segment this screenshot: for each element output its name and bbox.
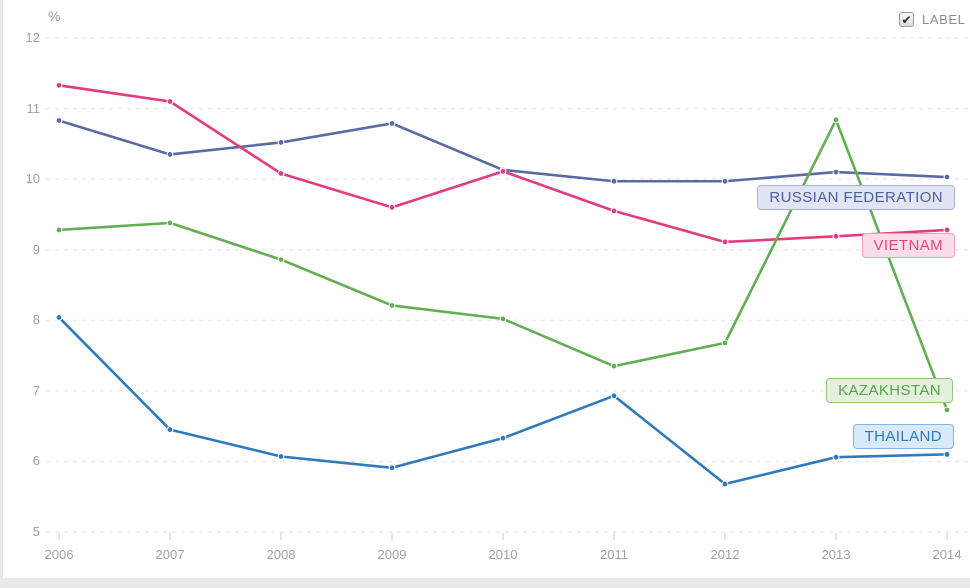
y-tick-label: 7 [32, 382, 40, 398]
y-tick-label: 12 [25, 30, 40, 45]
data-point[interactable] [277, 453, 285, 460]
data-point[interactable] [610, 207, 618, 215]
data-point[interactable] [166, 151, 174, 158]
data-point[interactable] [943, 226, 951, 234]
data-point[interactable] [55, 81, 63, 89]
data-point[interactable] [610, 177, 618, 185]
page-edge-bottom [0, 578, 970, 588]
data-point[interactable] [721, 238, 729, 246]
data-point[interactable] [388, 119, 396, 127]
y-axis-unit-label: % [48, 8, 61, 24]
label-toggle[interactable]: ✔ LABEL [899, 12, 965, 27]
series-label-kazakhstan: KAZAKHSTAN [826, 378, 953, 403]
y-tick-label: 8 [32, 312, 40, 328]
series-line [57, 316, 949, 486]
data-point[interactable] [55, 226, 63, 234]
data-point[interactable] [166, 219, 174, 227]
data-point[interactable] [721, 339, 729, 347]
data-point[interactable] [499, 167, 507, 175]
data-point[interactable] [55, 314, 63, 321]
x-tick-label: 2013 [821, 547, 851, 562]
label-checkbox[interactable]: ✔ [899, 12, 914, 27]
y-tick-label: 5 [32, 524, 40, 539]
x-tick-label: 2008 [266, 547, 296, 562]
data-point[interactable] [388, 464, 396, 472]
x-tick-label: 2007 [155, 547, 185, 562]
data-point[interactable] [832, 168, 840, 176]
data-point[interactable] [277, 256, 285, 263]
series-label-thailand: THAILAND [852, 424, 954, 449]
data-point[interactable] [55, 117, 63, 124]
x-tick-label: 2010 [488, 547, 518, 562]
label-toggle-text: LABEL [922, 12, 966, 27]
data-point[interactable] [388, 203, 396, 211]
data-point[interactable] [943, 406, 951, 414]
data-point[interactable] [721, 177, 729, 185]
page-edge-left [0, 0, 3, 588]
data-point[interactable] [499, 434, 507, 442]
x-tick-label: 2009 [377, 547, 407, 562]
data-point[interactable] [943, 450, 951, 458]
data-point[interactable] [943, 173, 951, 181]
series-label-vietnam: VIETNAM [861, 233, 955, 258]
y-tick-label: 6 [32, 453, 40, 469]
y-tick-label: 10 [25, 171, 40, 187]
data-point[interactable] [832, 232, 840, 240]
data-point[interactable] [388, 302, 396, 309]
x-tick-label: 2006 [44, 547, 74, 562]
x-tick-label: 2011 [600, 547, 628, 562]
checkmark-icon: ✔ [901, 12, 912, 27]
x-tick-label: 2014 [932, 547, 962, 562]
x-tick-label: 2012 [710, 547, 740, 562]
series-line [57, 118, 949, 412]
data-point[interactable] [610, 392, 618, 400]
data-point[interactable] [499, 315, 507, 323]
data-point[interactable] [832, 453, 840, 461]
data-point[interactable] [166, 426, 174, 434]
data-point[interactable] [277, 170, 285, 177]
data-point[interactable] [166, 98, 174, 105]
data-point[interactable] [610, 362, 618, 370]
data-point[interactable] [721, 480, 729, 488]
y-tick-label: 9 [32, 241, 40, 257]
y-tick-label: 11 [26, 100, 41, 116]
data-point[interactable] [832, 116, 840, 124]
series-label-russian-federation: RUSSIAN FEDERATION [757, 185, 955, 210]
data-point[interactable] [277, 139, 285, 146]
